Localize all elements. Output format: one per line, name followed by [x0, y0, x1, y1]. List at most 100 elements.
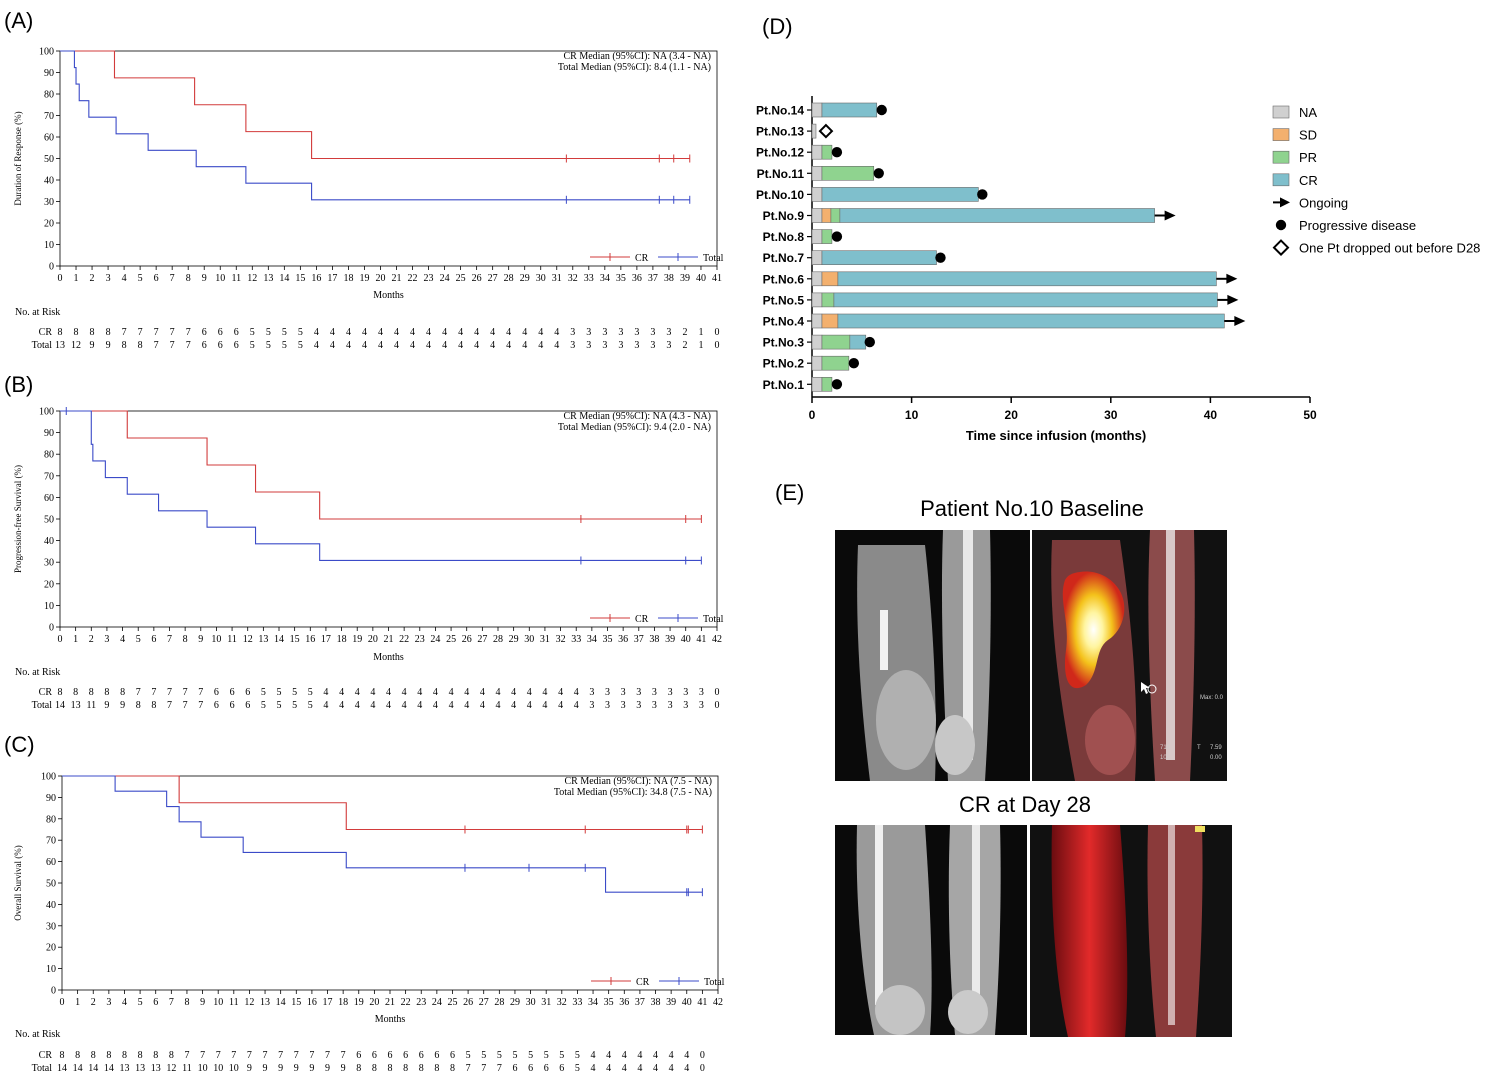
risk-count: 8	[58, 327, 63, 338]
risk-count: 5	[528, 1050, 533, 1061]
x-tick-label: 38	[651, 997, 661, 1008]
risk-count: 4	[554, 327, 559, 338]
risk-count: 9	[278, 1063, 283, 1074]
y-tick-label: Pt.No.11	[757, 167, 805, 181]
bar-segment-na	[811, 187, 823, 202]
risk-count: 3	[634, 327, 639, 338]
risk-count: 4	[574, 700, 579, 711]
km-curve-cr	[60, 410, 702, 520]
y-tick-label: 50	[46, 879, 56, 890]
risk-count: 4	[511, 700, 516, 711]
risk-count: 14	[104, 1063, 114, 1074]
x-tick-label: 0	[809, 408, 816, 422]
risk-count: 4	[410, 340, 415, 351]
risk-count: 3	[570, 327, 575, 338]
y-tick-label: 60	[44, 493, 54, 504]
risk-count: 4	[402, 700, 407, 711]
risk-count: 9	[90, 340, 95, 351]
x-tick-label: 18	[343, 273, 353, 284]
x-tick-label: 24	[432, 997, 442, 1008]
legend-label-total: Total	[704, 977, 725, 988]
x-tick-label: 8	[183, 634, 188, 645]
x-tick-label: 21	[392, 273, 402, 284]
risk-count: 5	[481, 1050, 486, 1061]
risk-count: 3	[636, 687, 641, 698]
risk-count: 6	[450, 1050, 455, 1061]
x-tick-label: 13	[263, 273, 273, 284]
x-tick-label: 39	[665, 634, 675, 645]
legend-label-total: Total	[703, 614, 724, 625]
risk-count: 5	[559, 1050, 564, 1061]
pet-overlay-5: 0.00	[1210, 755, 1222, 761]
risk-count: 8	[138, 340, 143, 351]
x-tick-label: 33	[572, 997, 582, 1008]
x-tick-label: 18	[338, 997, 348, 1008]
risk-count: 0	[715, 340, 720, 351]
x-tick-label: 34	[587, 634, 597, 645]
x-tick-label: 15	[291, 997, 301, 1008]
pet-overlay-4: 10	[1160, 755, 1167, 761]
risk-count: 5	[266, 327, 271, 338]
risk-count: 6	[559, 1063, 564, 1074]
x-tick-label: 0	[58, 634, 63, 645]
risk-count: 7	[198, 700, 203, 711]
risk-count: 3	[683, 700, 688, 711]
risk-count: 4	[684, 1063, 689, 1074]
risk-count: 8	[372, 1063, 377, 1074]
y-tick-label: Pt.No.2	[763, 357, 805, 371]
risk-table-title: No. at Risk	[15, 667, 60, 678]
risk-count: 5	[266, 340, 271, 351]
legend-progressive-dot	[1275, 219, 1287, 231]
risk-count: 8	[169, 1050, 174, 1061]
marker-progressive-disease	[876, 104, 887, 116]
legend-label: Progressive disease	[1299, 218, 1416, 233]
risk-count: 4	[511, 687, 516, 698]
marker-ongoing-arrow	[1234, 316, 1246, 326]
risk-count: 4	[558, 700, 563, 711]
x-tick-label: 38	[664, 273, 674, 284]
risk-count: 4	[606, 1050, 611, 1061]
km-curve-total	[60, 410, 702, 562]
y-tick-label: 10	[46, 964, 56, 975]
risk-count: 9	[341, 1063, 346, 1074]
risk-count: 3	[652, 700, 657, 711]
risk-count: 4	[394, 327, 399, 338]
swimmer-plot: 0 10 20 30 40 50 Time since infusion (months) P…	[756, 96, 1480, 443]
x-tick-label: 15	[290, 634, 300, 645]
risk-count: 3	[621, 687, 626, 698]
x-axis-label: Time since infusion (months)	[966, 428, 1146, 443]
x-tick-label: 30	[536, 273, 546, 284]
x-tick-label: 14	[279, 273, 289, 284]
y-tick-label: 20	[44, 219, 54, 230]
legend-swatch-na	[1272, 105, 1290, 119]
risk-count: 8	[91, 1050, 96, 1061]
risk-count: 4	[591, 1063, 596, 1074]
pet-overlay-3: 7.59	[1210, 745, 1222, 751]
risk-count: 7	[154, 340, 159, 351]
risk-count: 4	[522, 327, 527, 338]
km-curve-cr	[60, 50, 690, 160]
risk-count: 2	[682, 327, 687, 338]
y-tick-label: 20	[46, 943, 56, 954]
risk-count: 7	[341, 1050, 346, 1061]
risk-count: 14	[88, 1063, 98, 1074]
risk-count: 4	[538, 327, 543, 338]
risk-count: 8	[90, 327, 95, 338]
x-tick-label: 16	[311, 273, 321, 284]
risk-count: 3	[570, 340, 575, 351]
y-tick-label: 80	[44, 90, 54, 101]
risk-count: 7	[170, 327, 175, 338]
risk-count: 10	[198, 1063, 208, 1074]
risk-row-label: CR	[39, 1050, 53, 1061]
risk-count: 13	[151, 1063, 161, 1074]
x-tick-label: 33	[571, 634, 581, 645]
risk-count: 0	[700, 1063, 705, 1074]
bar-segment-na	[811, 144, 823, 160]
risk-count: 4	[506, 327, 511, 338]
median-annotation: CR Median (95%CI): NA (3.4 - NA)	[564, 51, 711, 62]
x-tick-label: 37	[635, 997, 645, 1008]
marker-progressive-disease	[831, 231, 843, 242]
ct-scan-day28	[835, 825, 1027, 1035]
x-tick-label: 12	[244, 997, 254, 1008]
risk-count: 8	[122, 1050, 127, 1061]
